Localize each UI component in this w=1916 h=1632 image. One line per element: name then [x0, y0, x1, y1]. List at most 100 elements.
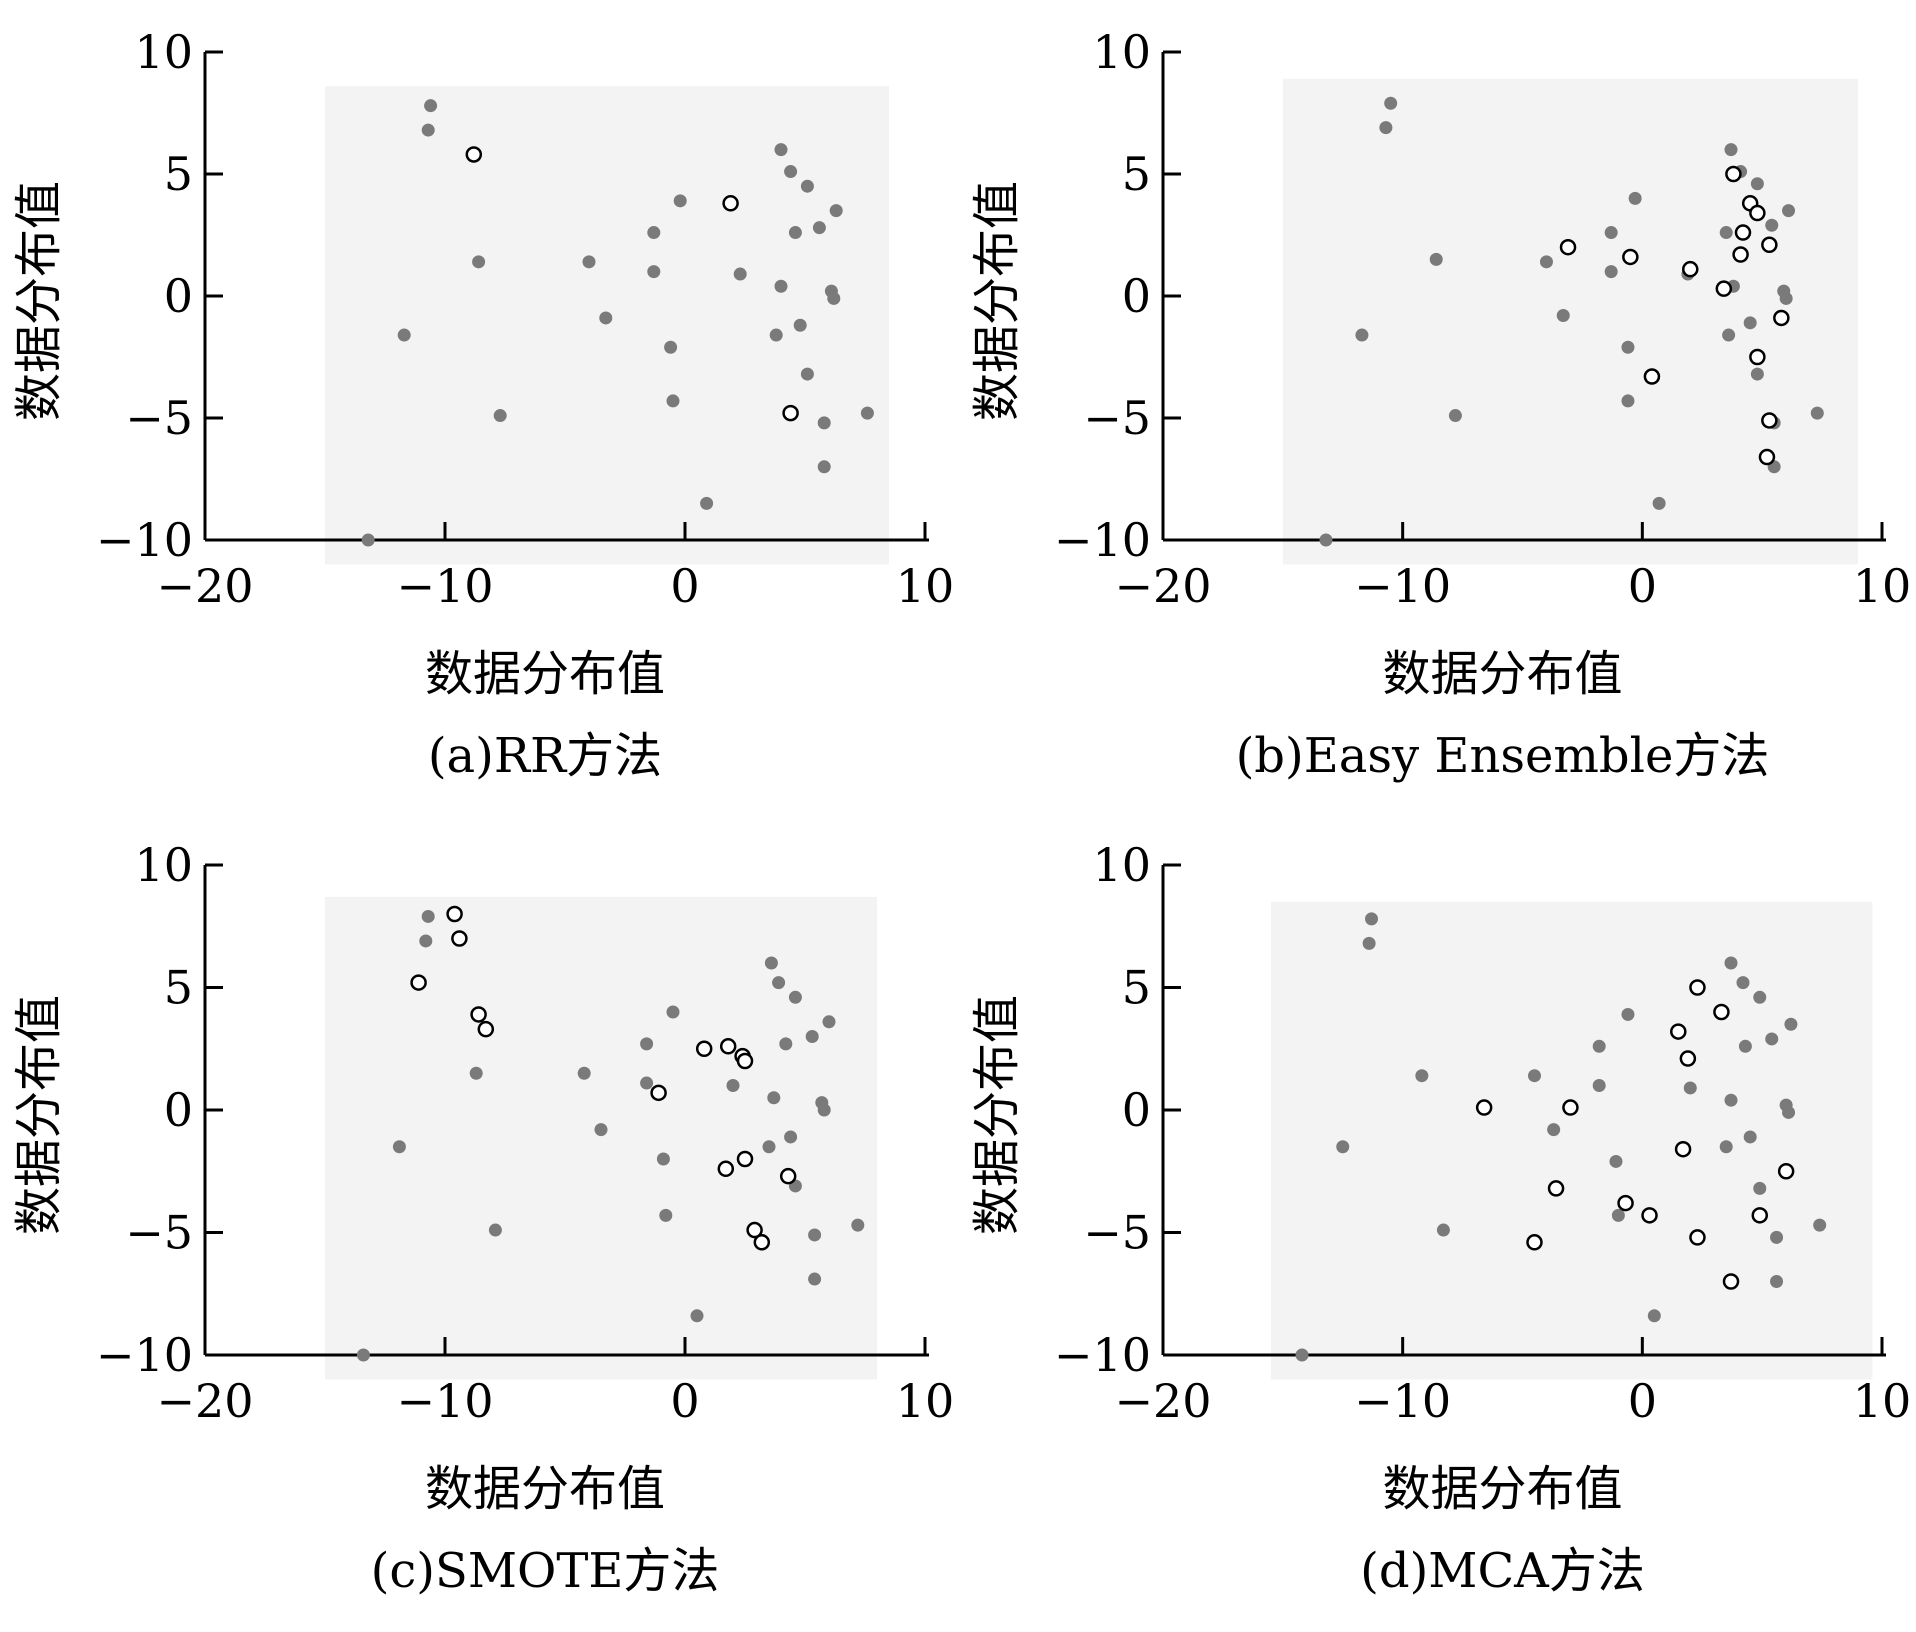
data-point-filled: [1782, 1105, 1796, 1119]
data-point-hollow: [451, 930, 468, 947]
y-tick-label: 0: [164, 1083, 193, 1137]
data-point-filled: [647, 226, 661, 240]
y-tick-label: 5: [164, 147, 193, 201]
data-point-filled: [1765, 218, 1779, 232]
data-point-hollow: [1773, 309, 1790, 327]
data-point-filled: [1365, 912, 1379, 926]
data-point-filled: [793, 318, 807, 332]
data-point-hollow: [736, 1150, 754, 1168]
x-tick-label: −20: [1114, 559, 1211, 613]
data-point-filled: [1765, 1032, 1779, 1046]
y-tick-label: 10: [134, 25, 193, 79]
x-tick-label: −10: [1354, 1374, 1451, 1428]
data-point-filled: [1724, 956, 1738, 970]
data-point-hollow: [736, 1052, 754, 1070]
x-axis-title: 数据分布值: [1382, 646, 1622, 702]
data-point-filled: [356, 1348, 370, 1362]
data-point-hollow: [1761, 412, 1778, 429]
data-point-filled: [1719, 1140, 1733, 1154]
panel-caption: (d)MCA方法: [1360, 1543, 1645, 1599]
y-tick-label: 10: [134, 838, 193, 892]
data-point-hollow: [1749, 204, 1766, 222]
data-point-hollow: [1617, 1194, 1634, 1212]
data-point-filled: [1384, 96, 1398, 110]
y-tick-label: 5: [1122, 147, 1151, 201]
data-point-hollow: [1732, 246, 1749, 263]
data-point-filled: [827, 291, 841, 305]
x-tick-label: −20: [156, 1374, 253, 1428]
x-tick-label: −20: [1114, 1374, 1211, 1428]
data-point-filled: [1621, 340, 1635, 354]
data-point-hollow: [410, 974, 427, 991]
y-tick-label: −10: [1054, 513, 1151, 567]
data-point-filled: [577, 1066, 591, 1080]
data-point-filled: [1738, 1039, 1752, 1053]
data-point-hollow: [1674, 1140, 1692, 1158]
data-point-filled: [656, 1152, 670, 1166]
data-point-filled: [666, 394, 680, 408]
data-point-filled: [690, 1309, 704, 1323]
data-point-filled: [640, 1076, 654, 1090]
data-point-filled: [800, 179, 814, 193]
plot-background: [1270, 901, 1873, 1380]
data-point-filled: [1628, 191, 1642, 205]
x-tick-label: 0: [1628, 1374, 1657, 1428]
data-point-filled: [1379, 121, 1393, 135]
plot-background: [1282, 78, 1859, 565]
y-tick-label: 0: [1122, 269, 1151, 323]
data-point-hollow: [1761, 236, 1778, 254]
data-point-filled: [817, 1103, 831, 1117]
x-tick-label: −20: [156, 559, 253, 613]
y-tick-label: 0: [164, 269, 193, 323]
y-tick-label: −5: [125, 1206, 193, 1260]
panel-caption: (a)RR方法: [428, 728, 662, 784]
data-point-hollow: [717, 1160, 735, 1178]
data-point-filled: [1724, 143, 1738, 157]
data-point-filled: [700, 496, 714, 510]
data-point-hollow: [722, 195, 739, 212]
data-point-hollow: [1643, 368, 1661, 385]
data-point-filled: [421, 123, 435, 137]
data-point-filled: [784, 1130, 798, 1144]
y-axis-title: 数据分布值: [969, 181, 1025, 421]
data-point-filled: [1556, 309, 1570, 323]
data-point-hollow: [695, 1040, 713, 1057]
data-point-filled: [1547, 1123, 1561, 1137]
data-point-filled: [1719, 226, 1733, 240]
data-point-filled: [774, 143, 788, 157]
data-point-hollow: [1689, 979, 1706, 996]
data-point-hollow: [465, 146, 483, 163]
data-point-filled: [1810, 406, 1824, 420]
y-tick-label: −5: [1083, 391, 1151, 445]
data-point-filled: [640, 1037, 654, 1051]
data-point-hollow: [746, 1221, 763, 1239]
data-point-filled: [594, 1123, 608, 1137]
data-point-hollow: [1622, 248, 1639, 266]
data-point-filled: [808, 1228, 822, 1242]
data-point-filled: [1448, 409, 1462, 423]
data-point-filled: [767, 1091, 781, 1105]
data-point-filled: [647, 265, 661, 279]
data-point-filled: [488, 1223, 502, 1237]
y-axis-title: 数据分布值: [11, 995, 67, 1235]
data-point-filled: [673, 194, 687, 208]
data-point-hollow: [719, 1038, 737, 1055]
data-point-hollow: [650, 1084, 667, 1102]
data-point-filled: [1753, 1181, 1767, 1195]
x-axis-title: 数据分布值: [425, 1461, 665, 1517]
data-point-filled: [1621, 1007, 1635, 1021]
data-point-hollow: [1475, 1099, 1493, 1116]
data-point-filled: [1436, 1223, 1450, 1237]
x-tick-label: −10: [396, 1374, 493, 1428]
data-point-filled: [472, 255, 486, 269]
data-point-filled: [788, 990, 802, 1004]
data-point-filled: [1743, 316, 1757, 330]
x-tick-label: 0: [670, 1374, 699, 1428]
data-point-filled: [812, 221, 826, 235]
data-point-hollow: [1562, 1099, 1579, 1116]
